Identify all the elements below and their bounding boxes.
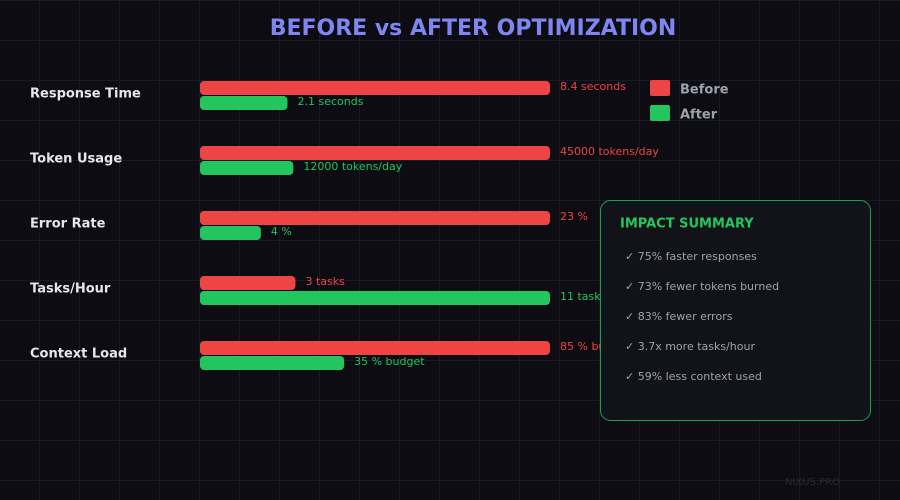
category-label: Error Rate bbox=[30, 217, 106, 232]
summary-title: IMPACT SUMMARY bbox=[620, 217, 754, 232]
summary-item: ✓ 75% faster responses bbox=[625, 250, 757, 263]
watermark: NIXUS.PRO bbox=[785, 477, 840, 488]
legend-label: After bbox=[680, 108, 718, 123]
value-label: 8.4 seconds bbox=[560, 80, 626, 93]
legend-swatch bbox=[650, 105, 670, 121]
summary-item: ✓ 83% fewer errors bbox=[625, 310, 733, 323]
category-label: Tasks/Hour bbox=[30, 282, 111, 297]
value-label: 4 % bbox=[271, 225, 292, 238]
value-label: 23 % bbox=[560, 210, 588, 223]
value-label: 45000 tokens/day bbox=[560, 145, 659, 158]
category-label: Response Time bbox=[30, 87, 141, 102]
value-label: 3 tasks bbox=[305, 275, 345, 288]
bar bbox=[200, 211, 550, 225]
bar bbox=[200, 276, 296, 290]
bar bbox=[200, 291, 550, 305]
summary-item: ✓ 3.7x more tasks/hour bbox=[625, 340, 755, 353]
chart-title: BEFORE vs AFTER OPTIMIZATION bbox=[270, 16, 677, 41]
value-label: 2.1 seconds bbox=[298, 95, 364, 108]
bar bbox=[200, 356, 345, 370]
bar bbox=[200, 161, 294, 175]
bar bbox=[200, 146, 550, 160]
bar bbox=[200, 341, 550, 355]
summary-panel bbox=[600, 200, 871, 421]
bar bbox=[200, 81, 550, 95]
value-label: 11 tasks bbox=[560, 290, 607, 303]
legend-label: Before bbox=[680, 83, 729, 98]
legend-swatch bbox=[650, 80, 670, 96]
bar bbox=[200, 226, 261, 240]
value-label: 12000 tokens/day bbox=[303, 160, 402, 173]
category-label: Context Load bbox=[30, 347, 127, 362]
bar bbox=[200, 96, 288, 110]
summary-item: ✓ 73% fewer tokens burned bbox=[625, 280, 779, 293]
category-label: Token Usage bbox=[30, 152, 122, 167]
summary-item: ✓ 59% less context used bbox=[625, 370, 762, 383]
value-label: 35 % budget bbox=[354, 355, 425, 368]
